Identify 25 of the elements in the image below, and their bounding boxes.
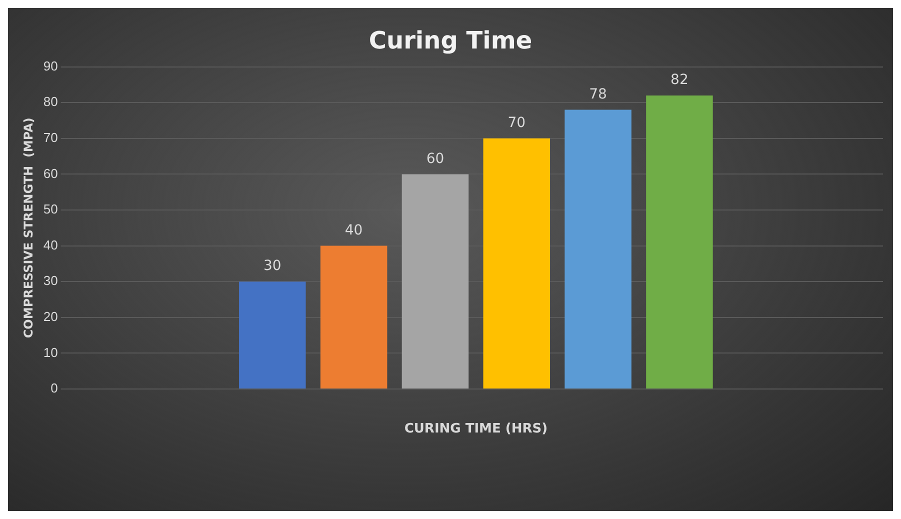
- data-label: 70: [508, 115, 526, 132]
- y-axis-title: COMPRESSIVE STRENGTH (MPA): [21, 118, 36, 338]
- bar: [483, 138, 550, 388]
- y-tick-label: 90: [43, 58, 58, 74]
- data-label: 82: [670, 72, 688, 88]
- y-tick-label: 60: [43, 166, 58, 181]
- bar: [564, 110, 632, 388]
- y-tick-label: 80: [43, 94, 58, 110]
- bar: [646, 95, 713, 388]
- bar: [239, 282, 306, 388]
- y-tick-label: 50: [43, 202, 58, 217]
- y-tick-label: 30: [43, 273, 58, 288]
- y-tick-label: 20: [43, 308, 58, 324]
- data-label: 30: [263, 258, 282, 274]
- y-tick-label: 10: [43, 344, 58, 360]
- data-label: 78: [589, 86, 607, 102]
- y-tick-label: 70: [43, 130, 58, 145]
- data-label: 40: [344, 222, 363, 238]
- y-tick-label: 40: [43, 237, 58, 252]
- x-axis-title: CURING TIME (HRS): [404, 422, 548, 437]
- data-label: 60: [426, 150, 444, 167]
- bar: [402, 174, 469, 388]
- chart-title: Curing Time: [368, 26, 532, 55]
- y-tick-label: 0: [50, 380, 58, 396]
- bar: [320, 246, 388, 388]
